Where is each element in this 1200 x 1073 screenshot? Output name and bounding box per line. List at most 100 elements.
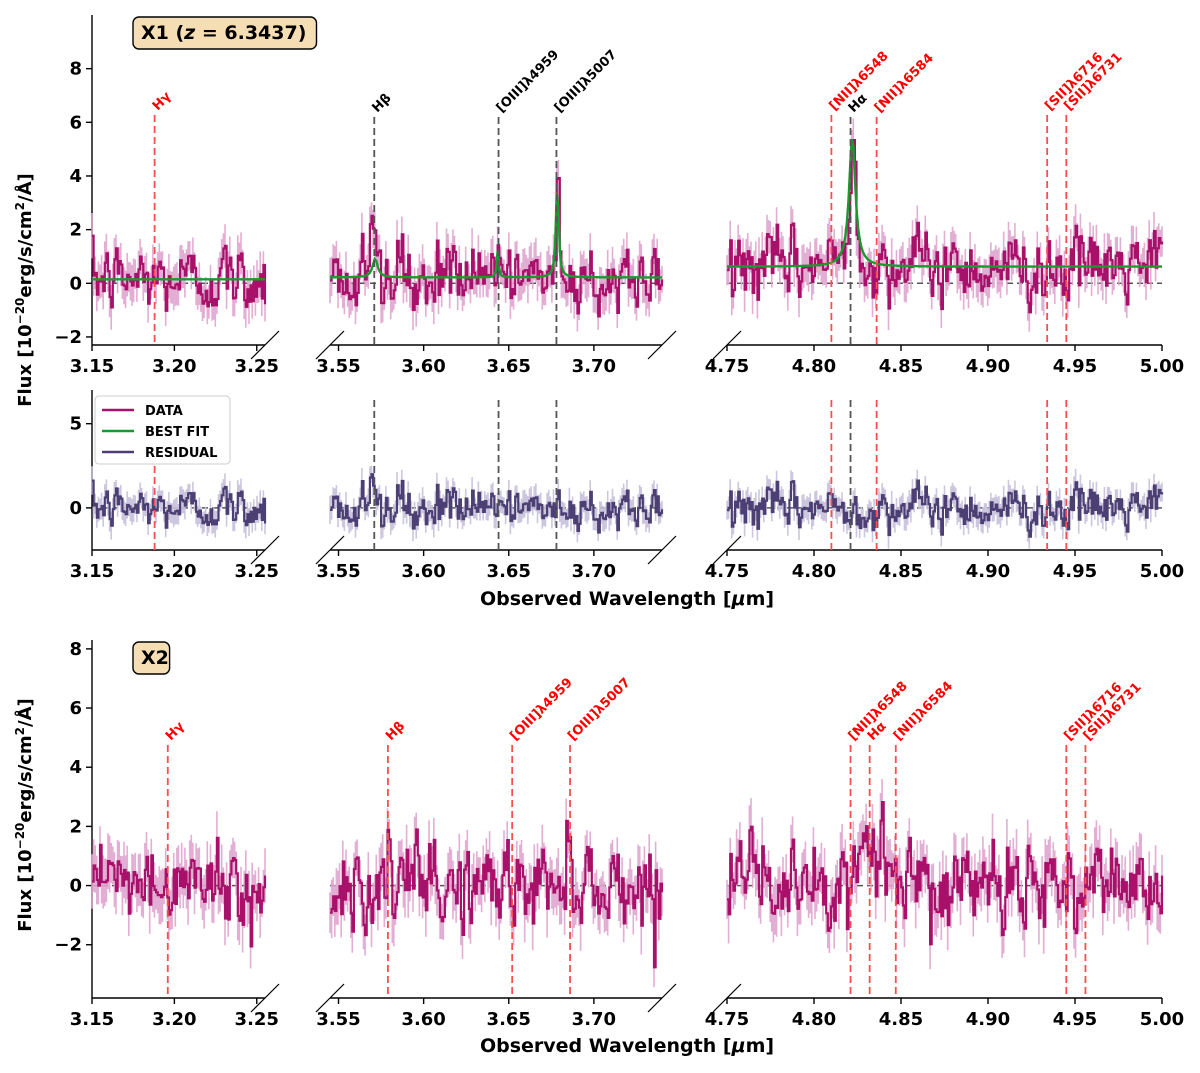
x-tick-label: 3.60 (401, 356, 445, 377)
x-tick-label: 4.90 (966, 1009, 1010, 1030)
target-badge-box (132, 16, 318, 50)
x1-best-fit-series (330, 192, 662, 279)
x-tick-label: 4.85 (879, 561, 923, 582)
x-tick-label: 4.95 (1053, 356, 1097, 377)
emission-line-label: Hβ (383, 719, 408, 744)
x-tick-label: 4.90 (966, 561, 1010, 582)
x-label-part: Observed Wavelength [ (480, 1035, 732, 1057)
axis-break-mark (250, 983, 280, 1013)
x-tick-label: 3.65 (487, 356, 531, 377)
y-label-part: /Å] (13, 698, 36, 727)
x2-data-series (92, 836, 267, 948)
axis-break-mark (315, 983, 345, 1013)
x-tick-label: 5.00 (1140, 356, 1184, 377)
legend-entry: DATA (145, 404, 183, 419)
x-tick-label: 3.15 (70, 1009, 114, 1030)
legend-frame (94, 395, 231, 465)
x-tick-label: 3.70 (572, 561, 616, 582)
target-badge-text: X1 (z = 6.3437) (141, 22, 306, 44)
y-tick-label: 5 (69, 414, 82, 435)
y-label-superscript: 2 (13, 727, 27, 735)
x-tick-label: 4.85 (879, 356, 923, 377)
y-tick-label: −2 (54, 935, 82, 956)
axis-break-mark (647, 330, 677, 360)
axes-x2-flux: −2 0 2 4 6 8 3.15 3.20 3.25 3.55 3.60 3.65 3.70 4.75 4… (54, 639, 1184, 1030)
emission-line-label: Hγ (163, 719, 188, 744)
x-tick-label: 5.00 (1140, 561, 1184, 582)
x-tick-label: 4.85 (879, 1009, 923, 1030)
x-tick-label: 3.70 (572, 356, 616, 377)
y-label-part: /Å] (13, 173, 36, 202)
axis-break-mark (712, 983, 742, 1013)
y-tick-label: 2 (69, 816, 82, 837)
legend-entry: RESIDUAL (145, 446, 217, 461)
axes-x1-flux: −2 0 2 4 6 8 3.15 3.20 3.25 3.55 3.60 3.65 3.70 4.75 4… (54, 15, 1184, 377)
emission-line-label: Hβ (369, 91, 394, 116)
y-label-part: Flux [10 (15, 324, 36, 406)
y-tick-label: −2 (54, 327, 82, 348)
y-tick-label: 0 (69, 498, 82, 519)
axis-break-mark (315, 535, 345, 565)
x-tick-label: 3.55 (316, 561, 360, 582)
x-tick-label: 4.90 (966, 356, 1010, 377)
axis-break-mark (712, 535, 742, 565)
axis-break-mark (315, 330, 345, 360)
x-label-part: m] (746, 588, 774, 610)
y-label-superscript: −20 (13, 823, 27, 850)
target-badge: X2 (132, 641, 171, 675)
x-label-part: m] (746, 1035, 774, 1057)
emission-line-label: Hγ (150, 89, 175, 114)
target-badge: X1 (z = 6.3437) (132, 16, 318, 50)
x1-best-fit-series (727, 138, 1162, 268)
x-tick-label: 3.20 (152, 561, 196, 582)
x2-data-series (727, 801, 1164, 946)
x-tick-label: 3.60 (401, 561, 445, 582)
x-tick-label: 3.25 (235, 356, 279, 377)
y-label-part: Flux [10 (15, 849, 36, 931)
x-tick-label: 4.95 (1053, 561, 1097, 582)
y-tick-label: 0 (69, 876, 82, 897)
y-axis-label: Flux [10−20erg/s/cm2/Å] (13, 698, 36, 932)
x-tick-label: 4.75 (705, 1009, 749, 1030)
x-tick-label: 4.80 (792, 356, 836, 377)
target-badge-box (132, 641, 171, 675)
axis-break-mark (712, 330, 742, 360)
y-label-part: erg/s/cm (15, 735, 36, 822)
y-tick-label: 6 (69, 698, 82, 719)
x-tick-label: 3.55 (316, 356, 360, 377)
x2-data-errorbars (726, 779, 1163, 970)
legend-entry: BEST FIT (145, 425, 209, 440)
y-label-superscript: −20 (13, 298, 27, 325)
legend: DATA BEST FIT RESIDUAL (94, 395, 231, 465)
x-tick-label: 3.15 (70, 356, 114, 377)
x-tick-label: 3.20 (152, 1009, 196, 1030)
x-tick-label: 5.00 (1140, 1009, 1184, 1030)
axis-break-mark (647, 535, 677, 565)
target-badge-text: X2 (141, 647, 169, 669)
y-tick-label: 0 (69, 273, 82, 294)
y-axis-label: Flux [10−20erg/s/cm2/Å] (13, 173, 36, 407)
y-tick-label: 4 (69, 166, 82, 187)
badge-var: z (183, 22, 196, 44)
y-label-superscript: 2 (13, 202, 27, 210)
y-tick-label: 8 (69, 59, 82, 80)
x-tick-label: 3.70 (572, 1009, 616, 1030)
x1-data-series (727, 139, 1164, 314)
y-tick-label: 4 (69, 757, 82, 778)
y-tick-label: 8 (69, 639, 82, 660)
x-label-part: μ (731, 1035, 746, 1057)
x-tick-label: 3.20 (152, 356, 196, 377)
x-tick-label: 3.25 (235, 1009, 279, 1030)
badge-prefix: X1 ( (141, 22, 184, 44)
x-axis-label: Observed Wavelength [μm] (480, 1035, 774, 1057)
x2-data-series (330, 819, 664, 969)
x1-residual-series (727, 479, 1164, 538)
x1-data-series (330, 177, 664, 318)
emission-line-label: [OIII]λ5007 (565, 675, 633, 743)
x-axis-label: Observed Wavelength [μm] (480, 588, 774, 610)
x-tick-label: 3.60 (401, 1009, 445, 1030)
x-tick-label: 3.15 (70, 561, 114, 582)
x-tick-label: 4.75 (705, 561, 749, 582)
